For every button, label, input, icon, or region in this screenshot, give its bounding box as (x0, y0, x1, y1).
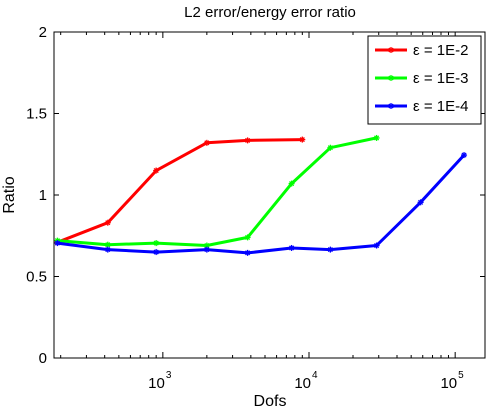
data-point (244, 249, 251, 256)
data-point (288, 180, 295, 187)
data-point (203, 246, 210, 253)
y-tick-label: 2 (39, 24, 47, 41)
data-point (288, 244, 295, 251)
x-tick-label-exponent: 3 (166, 370, 172, 381)
series-line (56, 138, 303, 244)
x-axis-label: Dofs (254, 393, 287, 410)
data-point (104, 241, 111, 248)
data-point (203, 139, 210, 146)
y-tick-label: 1 (39, 187, 47, 204)
legend-item: ε = 1E-4 (375, 98, 468, 115)
x-tick-label: 10 5 (440, 370, 464, 392)
data-point (299, 136, 306, 143)
data-point (153, 240, 160, 247)
data-point (417, 199, 424, 206)
legend-label: ε = 1E-2 (413, 42, 468, 59)
x-tick-label-exponent: 5 (458, 370, 464, 381)
x-tick-label-base: 10 (440, 375, 457, 392)
series-line (57, 154, 466, 255)
data-point (388, 103, 394, 109)
y-axis-label: Ratio (1, 176, 18, 213)
data-point (153, 167, 160, 174)
data-point (54, 240, 61, 247)
series-lines (54, 134, 468, 256)
legend-item: ε = 1E-2 (375, 42, 468, 59)
data-point (388, 75, 394, 81)
data-point (153, 249, 160, 256)
x-tick-label-base: 10 (148, 375, 165, 392)
series-3 (54, 152, 468, 256)
data-point (373, 242, 380, 249)
data-point (373, 134, 380, 141)
y-tick-label: 0.5 (26, 269, 47, 286)
legend-label: ε = 1E-4 (413, 98, 468, 115)
data-point (388, 47, 394, 53)
series-line (57, 136, 377, 247)
legend: ε = 1E-2 ε = 1E-3 ε = 1E-4 (367, 35, 482, 125)
y-tick-label: 0 (39, 350, 47, 367)
data-point (244, 234, 251, 241)
x-tick-label: 10 3 (148, 370, 172, 392)
x-tick-label-exponent: 4 (312, 370, 318, 381)
data-point (244, 137, 251, 144)
data-point (104, 246, 111, 253)
data-point (104, 219, 111, 226)
legend-label: ε = 1E-3 (413, 70, 468, 87)
legend-item: ε = 1E-3 (375, 70, 468, 87)
chart-title: L2 error/energy error ratio (184, 4, 356, 21)
x-tick-label: 10 4 (294, 370, 318, 392)
data-point (327, 144, 334, 151)
data-point (461, 152, 468, 159)
y-tick-label: 1.5 (26, 106, 47, 123)
series-2 (54, 134, 380, 249)
x-tick-label-base: 10 (294, 375, 311, 392)
data-point (327, 246, 334, 253)
